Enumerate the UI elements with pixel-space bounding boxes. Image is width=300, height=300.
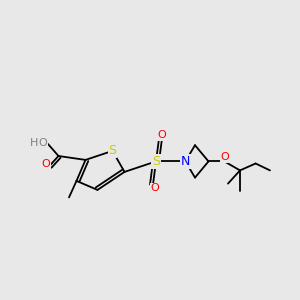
Text: S: S — [152, 155, 160, 168]
Text: O: O — [220, 152, 230, 162]
Text: O: O — [150, 183, 159, 193]
Text: H: H — [29, 137, 38, 148]
Text: O: O — [41, 159, 50, 170]
Text: O: O — [38, 137, 47, 148]
Text: N: N — [181, 155, 190, 168]
Text: S: S — [109, 144, 116, 158]
Text: O: O — [157, 130, 166, 140]
